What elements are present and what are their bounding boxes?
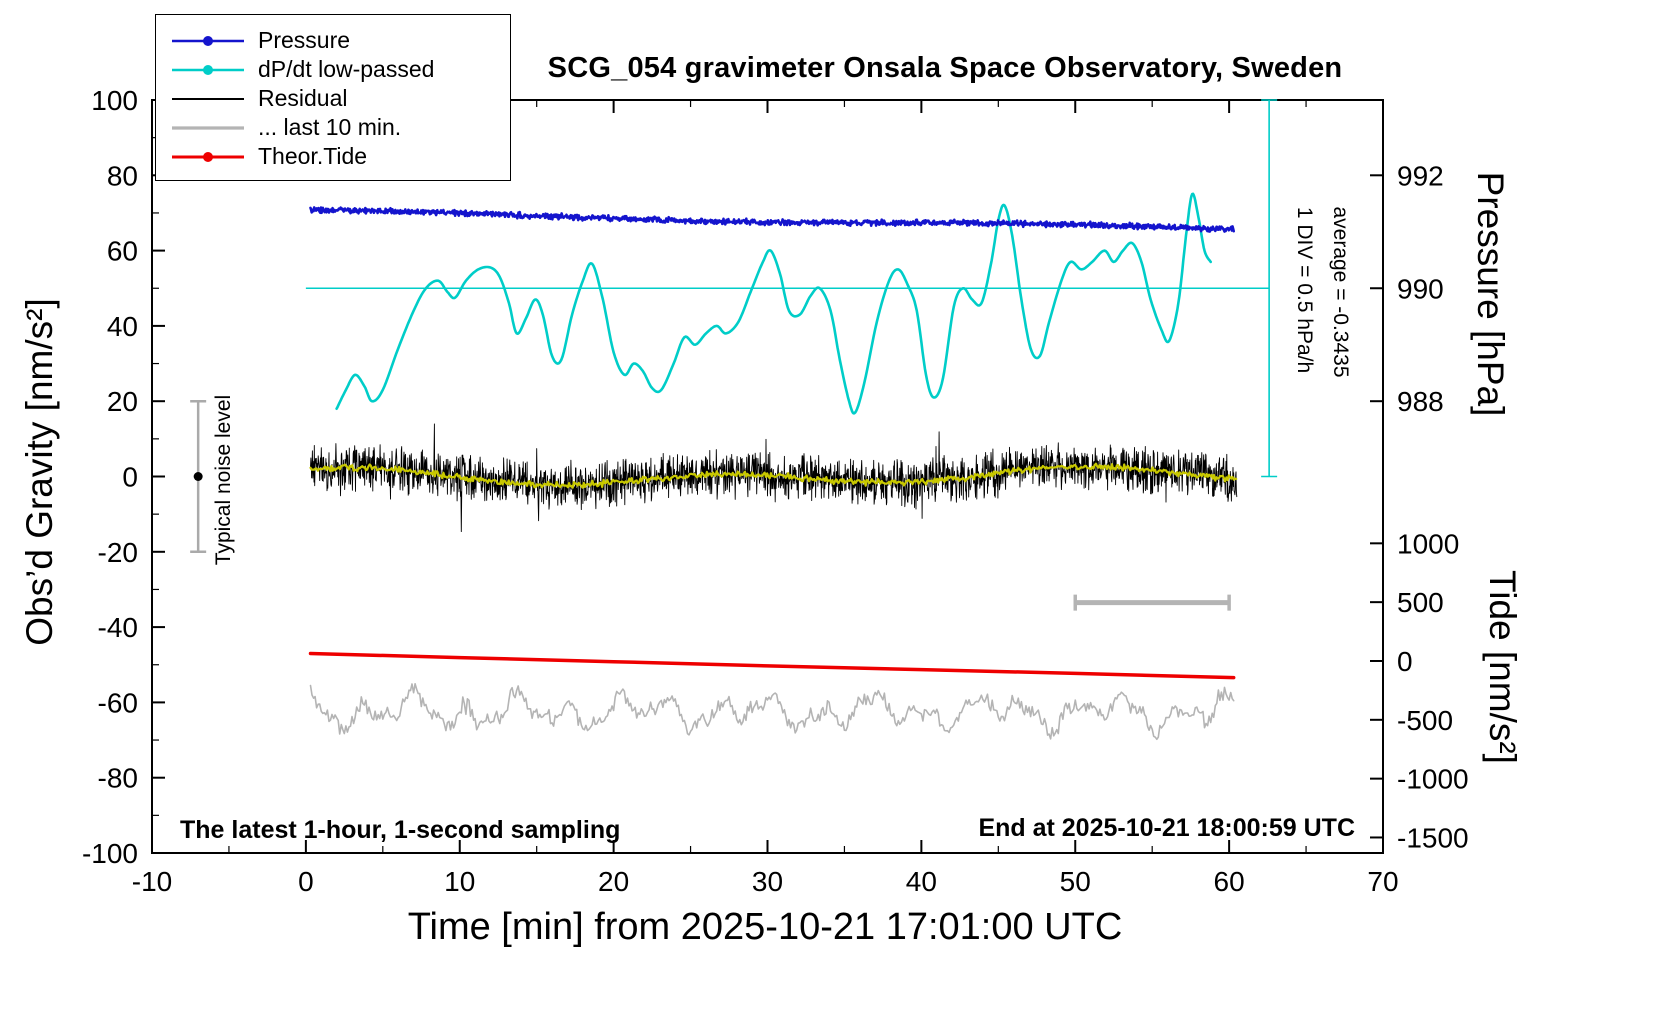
pressure-tick-label: 992 (1397, 160, 1444, 191)
legend-item-label: ... last 10 min. (258, 114, 402, 140)
tide-tick-label: -1000 (1397, 764, 1469, 795)
x-tick-label: -10 (132, 866, 172, 897)
legend-item-label: dP/dt low-passed (258, 56, 435, 82)
legend-marker-dot (203, 151, 213, 162)
x-tick-label: 50 (1060, 866, 1091, 897)
tide-tick-label: 500 (1397, 587, 1444, 618)
gravity-tick-label: -100 (82, 838, 138, 869)
gravity-tick-label: 0 (122, 462, 138, 493)
legend-marker (172, 35, 244, 46)
legend: Pressure dP/dt low-passed Residual ... last… (155, 14, 511, 181)
tide-tick-label: 1000 (1397, 528, 1459, 559)
legend-marker (172, 64, 244, 75)
x-tick-label: 0 (298, 866, 314, 897)
legend-item-pressure: Pressure (156, 26, 510, 55)
tide-tick-label: -1500 (1397, 822, 1469, 853)
tide-tick-label: -500 (1397, 705, 1453, 736)
legend-item-last-10-min: ... last 10 min. (156, 113, 510, 142)
series-pressure (309, 206, 1235, 233)
y-axis-label-tide: Tide [nm/s²] (1482, 570, 1523, 764)
gravity-tick-label: 80 (107, 160, 138, 191)
div-scale-annotation: 1 DIV = 0.5 hPa/h (1293, 206, 1316, 374)
legend-item-dp-dt-low-passed: dP/dt low-passed (156, 55, 510, 84)
legend-item-label: Residual (258, 85, 348, 111)
x-tick-label: 60 (1214, 866, 1245, 897)
pressure-tick-label: 990 (1397, 273, 1444, 304)
legend-marker (172, 151, 244, 162)
x-axis-label: Time [min] from 2025-10-21 17:01:00 UTC (407, 906, 1123, 948)
end-time-note: End at 2025-10-21 18:00:59 UTC (978, 814, 1355, 842)
series-theor-tide (308, 651, 1236, 680)
x-tick-label: 10 (444, 866, 475, 897)
pressure-tick-label: 988 (1397, 386, 1444, 417)
gravity-tick-label: 20 (107, 386, 138, 417)
noise-level-dot (193, 472, 203, 481)
legend-marker-dot (203, 35, 213, 46)
x-tick-label: 40 (906, 866, 937, 897)
series-dp-dt-low-passed (335, 192, 1212, 415)
legend-marker (172, 97, 244, 100)
series-residual (310, 423, 1238, 533)
gravity-tick-label: -20 (98, 537, 138, 568)
legend-marker-dot (203, 64, 213, 75)
x-tick-label: 70 (1367, 866, 1398, 897)
average-annotation: average = -0.3435 (1329, 206, 1352, 378)
legend-item-label: Pressure (258, 27, 351, 53)
gravity-tick-label: -80 (98, 763, 138, 794)
gravity-tick-label: 60 (107, 236, 138, 267)
legend-item-label: Theor.Tide (258, 143, 368, 169)
gravity-tick-label: 100 (91, 85, 138, 116)
gravity-tick-label: 40 (107, 311, 138, 342)
legend-item-residual: Residual (156, 84, 510, 113)
x-tick-label: 30 (752, 866, 783, 897)
noise-level-annotation: Typical noise level (212, 394, 235, 566)
tide-tick-label: 0 (1397, 646, 1413, 677)
sampling-note: The latest 1-hour, 1-second sampling (180, 816, 621, 844)
chart-title: SCG_054 gravimeter Onsala Space Observat… (547, 52, 1343, 84)
series-residual-mean (309, 462, 1238, 489)
series-last-10-min (309, 682, 1235, 741)
gravity-tick-label: -40 (98, 612, 138, 643)
legend-item-theor-tide: Theor.Tide (156, 142, 510, 171)
gravity-tick-label: -60 (98, 687, 138, 718)
legend-marker (172, 125, 244, 130)
x-tick-label: 20 (598, 866, 629, 897)
y-axis-label-gravity: Obs’d Gravity [nm/s²] (19, 298, 60, 646)
y-axis-label-pressure: Pressure [hPa] (1470, 171, 1511, 417)
